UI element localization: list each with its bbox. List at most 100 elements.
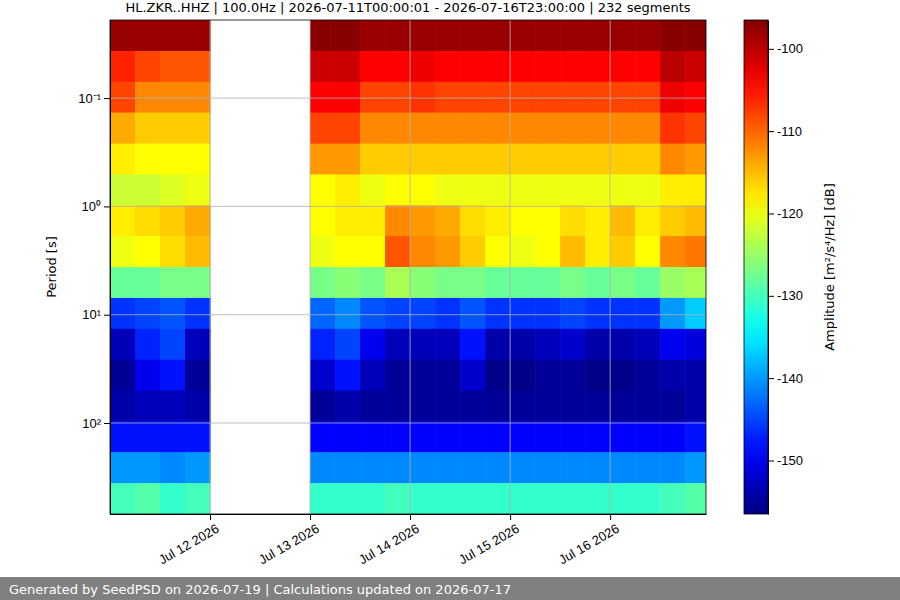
heat-cell — [660, 360, 686, 391]
heat-cell — [160, 329, 186, 360]
y-tick-label: 10¹ — [82, 307, 101, 322]
colorbar-axis: -150-140-130-120-110-100 — [768, 21, 803, 515]
heat-cell — [610, 236, 636, 268]
heat-cell — [410, 483, 436, 514]
x-tick: Jul 14 2026 — [356, 514, 422, 567]
heat-cell — [635, 51, 661, 83]
colorbar-tick-mark — [768, 378, 774, 379]
heat-cell — [535, 329, 561, 360]
heat-cell — [685, 483, 706, 514]
heat-cell — [560, 113, 586, 145]
heat-cell — [535, 421, 561, 452]
heat-cell — [410, 51, 436, 83]
y-tick: 10⁰ — [82, 199, 110, 214]
heat-cell — [385, 82, 411, 113]
grid-line-x — [410, 20, 411, 514]
heat-cell — [560, 144, 586, 175]
heat-cell — [535, 360, 561, 391]
heat-cell — [335, 421, 361, 452]
heat-cell — [360, 421, 386, 452]
heat-cell — [510, 421, 536, 452]
heat-cell — [360, 20, 386, 52]
y-tick-mark — [104, 315, 110, 316]
heat-cell — [585, 329, 611, 360]
heat-cell — [485, 82, 511, 113]
colorbar-tick: -120 — [768, 206, 803, 221]
colorbar-tick: -140 — [768, 371, 803, 386]
y-tick-mark — [104, 206, 110, 207]
heat-cell — [435, 329, 461, 360]
y-tick-label: 10⁻¹ — [78, 91, 101, 106]
heat-cell — [435, 144, 461, 175]
heat-cell — [385, 236, 411, 268]
heat-cell — [435, 174, 461, 205]
heat-cell — [560, 20, 586, 52]
heat-cell — [660, 421, 686, 452]
heat-cell — [635, 452, 661, 484]
heat-cell — [560, 483, 586, 514]
heat-cell — [560, 174, 586, 205]
grid-line-y — [110, 314, 706, 315]
heat-cell — [460, 298, 486, 329]
x-tick: Jul 15 2026 — [456, 514, 522, 567]
heat-cell — [635, 483, 661, 514]
grid — [110, 20, 706, 514]
heat-cell — [110, 205, 136, 236]
heat-cell — [410, 236, 436, 268]
x-tick-label: Jul 12 2026 — [156, 521, 222, 568]
heat-cell — [485, 144, 511, 175]
plot-frame — [110, 20, 706, 514]
heat-cell — [310, 174, 336, 205]
heat-cell — [660, 174, 686, 205]
heat-cell — [535, 391, 561, 422]
heat-cell — [660, 298, 686, 329]
heat-cell — [435, 267, 461, 298]
heat-cell — [585, 421, 611, 452]
heat-cell — [610, 113, 636, 145]
heat-cell — [510, 205, 536, 236]
heat-cell — [685, 421, 706, 452]
heat-cell — [435, 20, 461, 52]
heat-cell — [135, 205, 161, 236]
heat-cell — [635, 82, 661, 113]
heat-cell — [510, 113, 536, 145]
colorbar-tick-label: -100 — [777, 41, 803, 56]
x-tick-label: Jul 16 2026 — [556, 521, 622, 568]
heat-cell — [335, 51, 361, 83]
heat-cell — [585, 267, 611, 298]
heat-cell — [310, 391, 336, 422]
heat-cell — [685, 205, 706, 236]
heat-cell — [160, 452, 186, 484]
heat-cell — [360, 360, 386, 391]
heat-cell — [185, 360, 211, 391]
heat-cell — [660, 20, 686, 52]
heat-cell — [510, 144, 536, 175]
heat-cell — [560, 421, 586, 452]
heat-cell — [460, 360, 486, 391]
heat-cell — [310, 267, 336, 298]
heat-cell — [185, 113, 211, 145]
heat-cell — [685, 82, 706, 113]
heat-cell — [185, 82, 211, 113]
heat-cell — [385, 391, 411, 422]
heat-cell — [135, 267, 161, 298]
heat-cell — [485, 113, 511, 145]
heat-cell — [560, 360, 586, 391]
heat-cell — [185, 205, 211, 236]
heat-cell — [510, 20, 536, 52]
heatmap-cells — [110, 20, 706, 514]
heat-cell — [110, 144, 136, 175]
x-tick: Jul 12 2026 — [156, 514, 222, 567]
heat-cell — [660, 51, 686, 83]
colorbar-title: Amplitude [m²/s⁴/Hz] [dB] — [822, 183, 837, 351]
heat-cell — [310, 82, 336, 113]
heat-cell — [460, 113, 486, 145]
heat-cell — [135, 421, 161, 452]
grid-line-x — [210, 20, 211, 514]
heat-cell — [110, 51, 136, 83]
grid-line-x — [610, 20, 611, 514]
heat-cell — [510, 82, 536, 113]
x-tick: Jul 13 2026 — [256, 514, 322, 567]
heat-cell — [310, 360, 336, 391]
colorbar-tick-label: -120 — [777, 206, 803, 221]
